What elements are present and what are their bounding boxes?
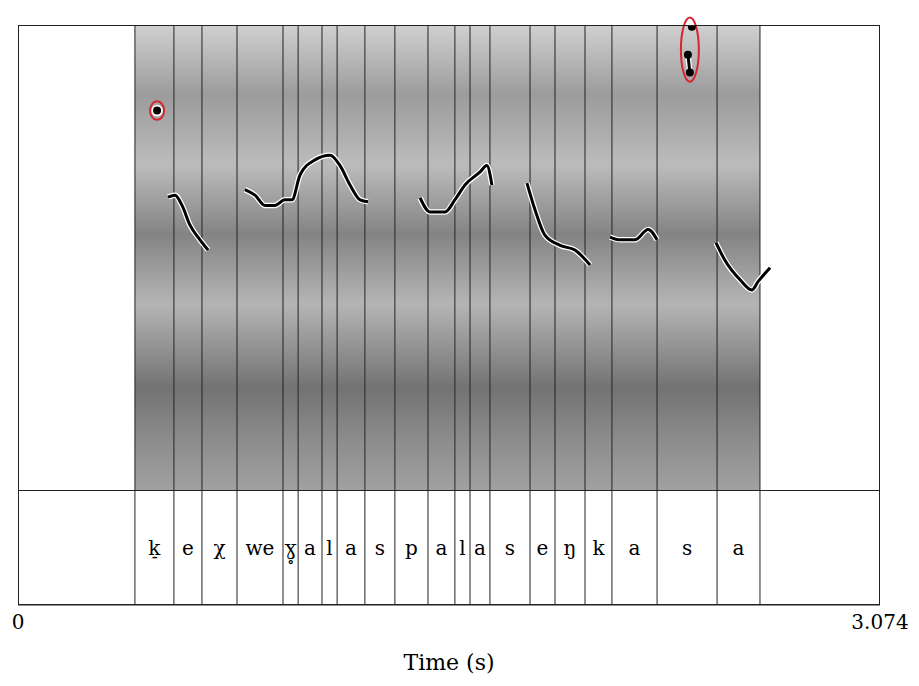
svg-text:ŋ: ŋ [564, 536, 577, 560]
svg-text:a: a [435, 536, 447, 560]
svg-text:l: l [459, 536, 465, 560]
svg-text:a: a [733, 536, 745, 560]
svg-text:we: we [246, 536, 275, 560]
svg-text:0: 0 [12, 610, 25, 634]
svg-text:χ: χ [213, 536, 225, 560]
svg-text:s: s [682, 536, 692, 560]
svg-text:k: k [592, 536, 605, 560]
svg-text:e: e [182, 536, 194, 560]
svg-text:a: a [474, 536, 486, 560]
svg-text:Time (s): Time (s) [403, 650, 494, 675]
svg-text:ɣ̥: ɣ̥ [285, 536, 297, 565]
svg-text:a: a [629, 536, 641, 560]
svg-text:s: s [375, 536, 385, 560]
svg-text:l: l [326, 536, 332, 560]
svg-text:3.074: 3.074 [851, 610, 908, 634]
svg-text:a: a [304, 536, 316, 560]
svg-text:s: s [505, 536, 515, 560]
svg-text:k̠: k̠ [148, 536, 161, 560]
svg-text:a: a [345, 536, 357, 560]
svg-text:p: p [405, 536, 418, 560]
svg-text:e: e [537, 536, 549, 560]
